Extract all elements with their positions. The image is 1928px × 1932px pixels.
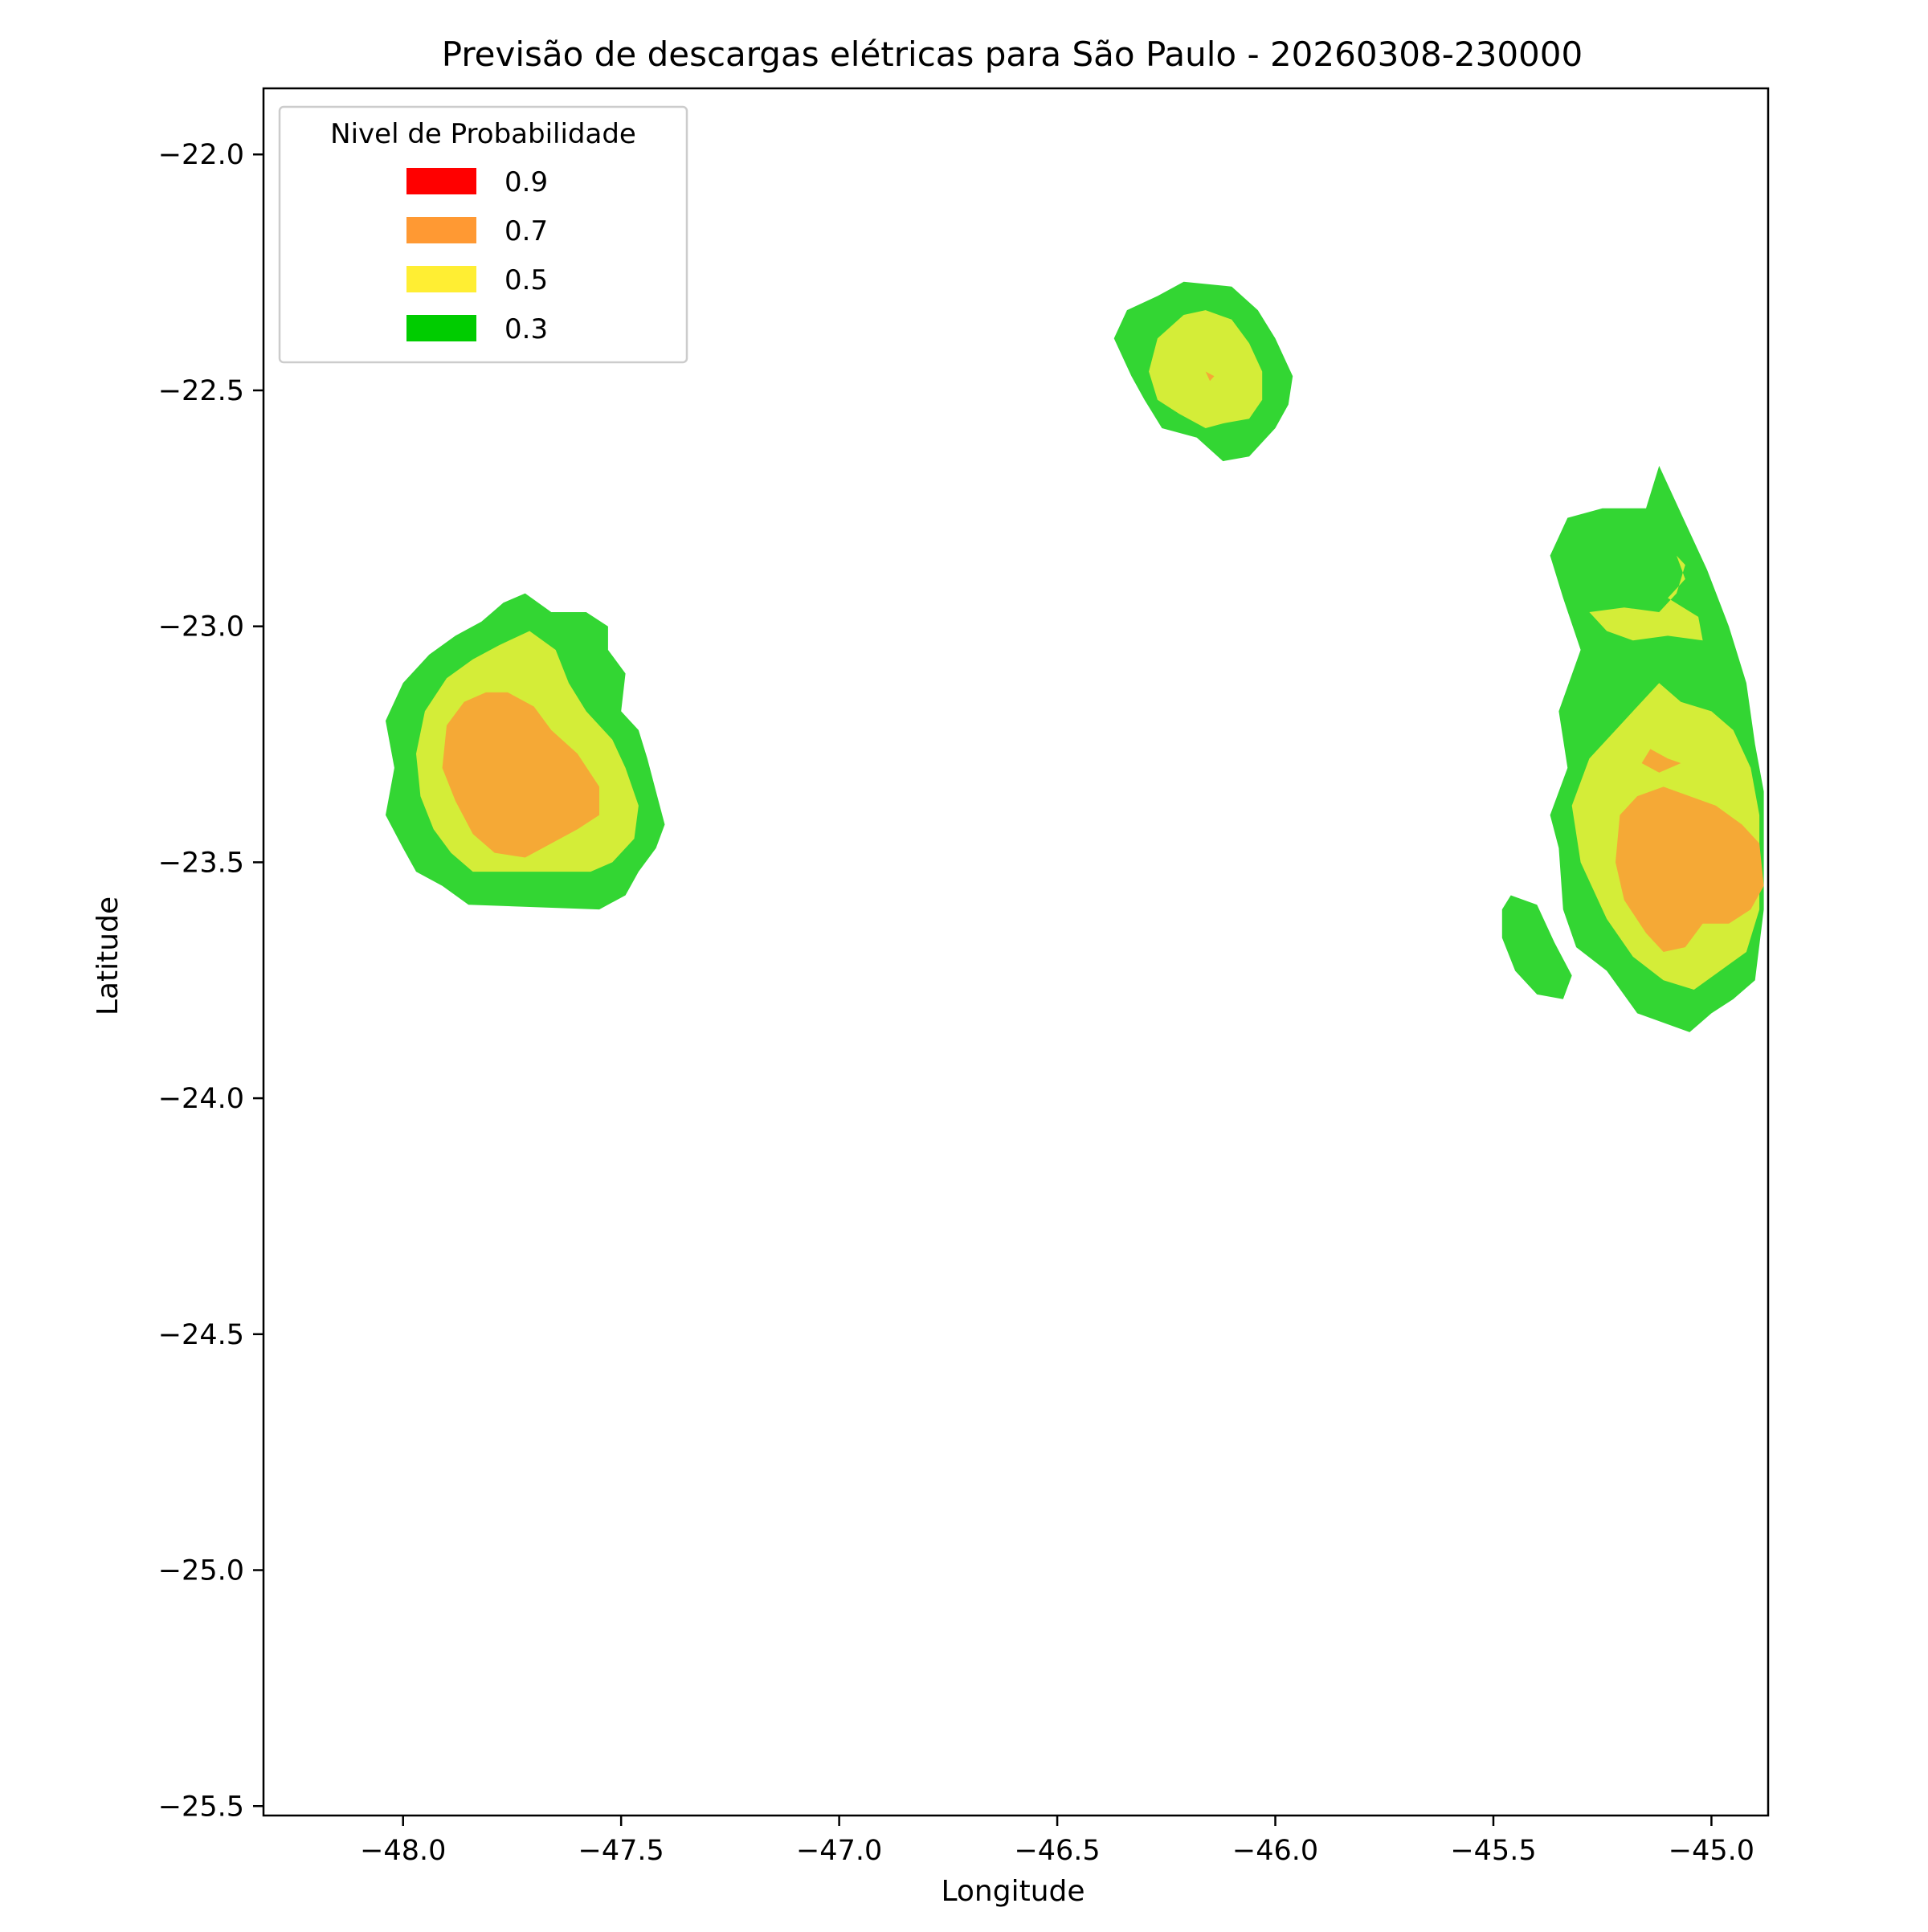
y-tick-label: −24.0 xyxy=(158,1083,244,1115)
y-axis-label: Latitude xyxy=(92,897,125,1015)
legend-swatch xyxy=(406,217,476,243)
x-tick-label: −47.0 xyxy=(796,1835,882,1867)
cell-east-level-07-area xyxy=(1641,749,1681,773)
axes: −48.0 −47.5 −47.0 −46.5 −46.0 −45.5 −45.0 −22.0… xyxy=(158,87,1770,1867)
y-tick-label: −24.5 xyxy=(158,1319,244,1351)
legend-box xyxy=(278,105,688,364)
x-tick-label: −45.0 xyxy=(1669,1835,1754,1867)
plot-frame xyxy=(262,87,1770,1817)
y-tick-label: −23.0 xyxy=(158,611,244,643)
cell-east-level-03-area xyxy=(1501,895,1572,999)
cell-east xyxy=(1501,465,1764,1032)
x-axis-label: Longitude xyxy=(941,1875,1084,1908)
legend-title: Nivel de Probabilidade xyxy=(330,118,636,150)
plot-area xyxy=(386,281,1764,1032)
legend-label: 0.5 xyxy=(504,264,548,296)
y-tick-label: −23.5 xyxy=(158,847,244,879)
x-tick-label: −47.5 xyxy=(578,1835,664,1867)
y-tick-label: −22.0 xyxy=(158,139,244,171)
x-tick-label: −48.0 xyxy=(360,1835,446,1867)
cell-east-level-05-area xyxy=(1589,555,1703,641)
cell-west-level-07-area xyxy=(442,692,599,858)
cell-north xyxy=(1113,281,1293,462)
legend-swatch xyxy=(406,315,476,341)
x-tick-label: −46.0 xyxy=(1232,1835,1318,1867)
chart-title: Previsão de descargas elétricas para São… xyxy=(442,35,1583,74)
legend-label: 0.9 xyxy=(504,166,548,198)
legend-swatch xyxy=(406,266,476,292)
x-tick-label: −45.5 xyxy=(1450,1835,1536,1867)
legend-swatch xyxy=(406,168,476,194)
y-tick-label: −25.0 xyxy=(158,1555,244,1587)
cell-north-level-07-area xyxy=(1205,371,1215,382)
legend: Nivel de Probabilidade 0.9 0.7 0.5 0.3 xyxy=(278,105,688,364)
cell-east-level-07-area xyxy=(1616,786,1764,952)
legend-label: 0.3 xyxy=(504,313,548,345)
x-tick-label: −46.5 xyxy=(1014,1835,1100,1867)
legend-label: 0.7 xyxy=(504,215,548,247)
y-tick-label: −22.5 xyxy=(158,375,244,407)
y-tick-label: −25.5 xyxy=(158,1791,244,1823)
cell-north-level-05-area xyxy=(1149,310,1263,428)
cell-west xyxy=(386,593,665,910)
